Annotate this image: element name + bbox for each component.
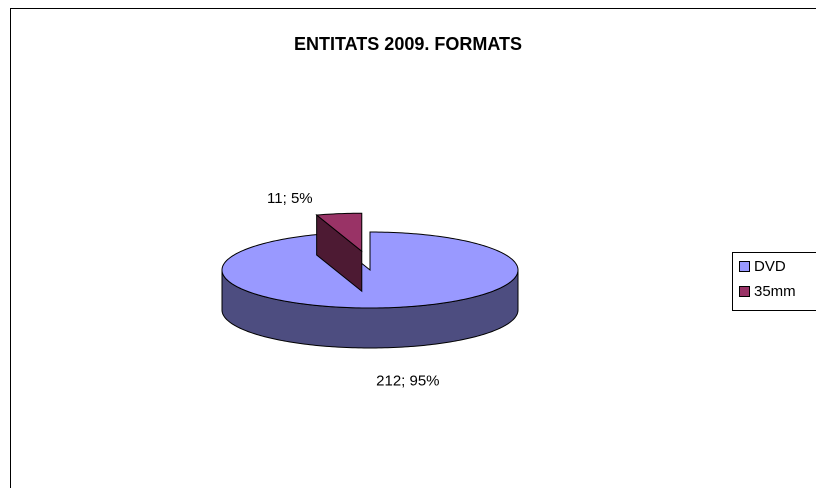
data-label: 11; 5% bbox=[267, 190, 313, 207]
pie-slice bbox=[315, 212, 363, 293]
pie-slice bbox=[221, 231, 519, 349]
data-label: 212; 95% bbox=[376, 373, 439, 390]
legend-label: DVD bbox=[754, 258, 786, 275]
legend-swatch bbox=[739, 261, 750, 272]
slice-top bbox=[221, 231, 519, 309]
slice-top bbox=[315, 212, 363, 253]
legend-label: 35mm bbox=[754, 283, 796, 300]
legend-swatch bbox=[739, 286, 750, 297]
chart-title: ENTITATS 2009. FORMATS bbox=[294, 34, 522, 54]
